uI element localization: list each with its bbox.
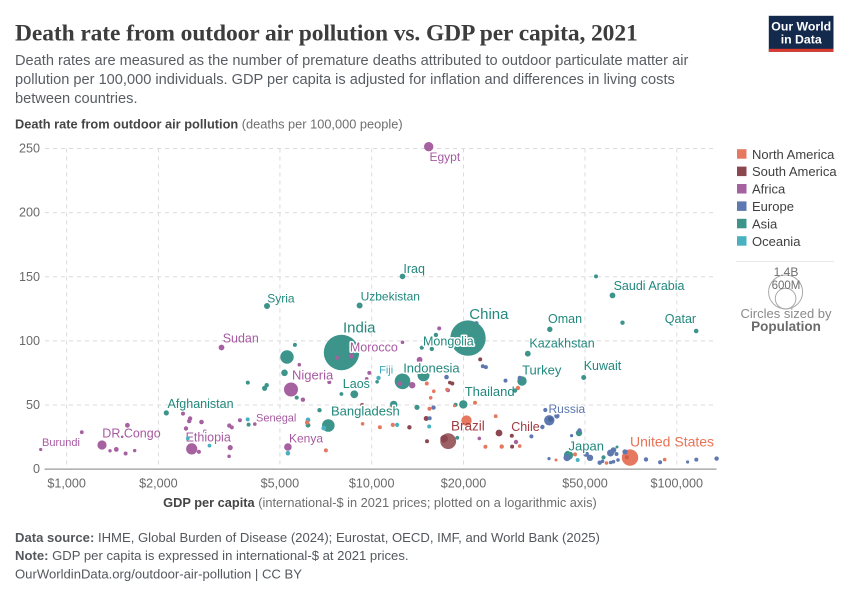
svg-text:in Data: in Data — [781, 32, 822, 46]
svg-text:$2,000: $2,000 — [139, 477, 178, 491]
svg-text:Oman: Oman — [548, 312, 582, 326]
svg-text:Death rates are measured as th: Death rates are measured as the number o… — [15, 53, 688, 69]
svg-text:OurWorldinData.org/outdoor-air: OurWorldinData.org/outdoor-air-pollution… — [15, 566, 302, 581]
svg-text:Ethiopia: Ethiopia — [186, 431, 231, 445]
svg-text:Saudi Arabia: Saudi Arabia — [614, 279, 685, 293]
svg-text:pollution per 100,000 individu: pollution per 100,000 individuals. GDP p… — [15, 72, 675, 88]
svg-text:Death rate from outdoor air po: Death rate from outdoor air pollution vs… — [15, 21, 638, 47]
svg-text:Kazakhstan: Kazakhstan — [529, 336, 594, 350]
svg-text:Population: Population — [751, 319, 821, 334]
svg-text:Europe: Europe — [752, 199, 794, 214]
svg-text:South America: South America — [752, 164, 837, 179]
svg-text:Death rate from outdoor air po: Death rate from outdoor air pollution (d… — [15, 116, 403, 131]
svg-text:$1,000: $1,000 — [47, 477, 86, 491]
svg-text:Nigeria: Nigeria — [292, 368, 334, 383]
svg-text:Brazil: Brazil — [451, 418, 485, 433]
svg-text:Africa: Africa — [752, 182, 786, 197]
svg-text:Afghanistan: Afghanistan — [168, 397, 234, 411]
svg-text:200: 200 — [19, 206, 40, 220]
svg-text:$20,000: $20,000 — [441, 477, 487, 491]
svg-text:Our World: Our World — [771, 20, 831, 34]
svg-text:100: 100 — [19, 334, 40, 348]
svg-text:between countries.: between countries. — [15, 91, 138, 107]
svg-text:250: 250 — [19, 142, 40, 156]
svg-text:Mongolia: Mongolia — [423, 335, 474, 349]
svg-text:Iraq: Iraq — [403, 262, 425, 276]
svg-text:0: 0 — [33, 462, 40, 476]
svg-text:Data source: IHME, Global Burd: Data source: IHME, Global Burden of Dise… — [15, 530, 600, 545]
svg-text:50: 50 — [26, 398, 40, 412]
svg-text:Indonesia: Indonesia — [403, 361, 460, 376]
svg-text:600M: 600M — [772, 280, 801, 292]
svg-text:Sudan: Sudan — [223, 331, 259, 345]
svg-text:$50,000: $50,000 — [562, 477, 608, 491]
svg-text:Japan: Japan — [569, 439, 604, 454]
svg-text:Burundi: Burundi — [42, 437, 80, 449]
svg-text:Kenya: Kenya — [289, 431, 323, 445]
svg-text:United States: United States — [630, 433, 714, 449]
svg-text:Chile: Chile — [511, 420, 540, 434]
svg-text:$5,000: $5,000 — [261, 477, 300, 491]
svg-text:Russia: Russia — [549, 402, 586, 416]
svg-text:Syria: Syria — [267, 291, 295, 305]
svg-text:Kuwait: Kuwait — [584, 359, 622, 373]
svg-text:Fiji: Fiji — [379, 365, 393, 377]
svg-text:Note: GDP per capita is expres: Note: GDP per capita is expressed in int… — [15, 548, 409, 563]
svg-text:Bangladesh: Bangladesh — [331, 404, 400, 419]
svg-text:DR Congo: DR Congo — [102, 427, 160, 441]
svg-text:Egypt: Egypt — [430, 150, 461, 164]
svg-text:Asia: Asia — [752, 216, 778, 231]
svg-text:Laos: Laos — [343, 377, 370, 391]
svg-text:Qatar: Qatar — [665, 312, 696, 326]
svg-text:Thailand: Thailand — [465, 384, 515, 399]
svg-text:India: India — [343, 320, 376, 337]
svg-text:North America: North America — [752, 147, 835, 162]
svg-text:Turkey: Turkey — [522, 362, 562, 377]
svg-text:GDP per capita (international-: GDP per capita (international-$ in 2021 … — [163, 495, 597, 510]
svg-text:Uzbekistan: Uzbekistan — [361, 289, 420, 303]
svg-text:Morocco: Morocco — [350, 340, 398, 354]
svg-text:Circles sized by: Circles sized by — [740, 306, 832, 321]
svg-text:Senegal: Senegal — [256, 412, 296, 424]
svg-text:Oceania: Oceania — [752, 234, 801, 249]
svg-text:$100,000: $100,000 — [651, 477, 704, 491]
svg-text:150: 150 — [19, 270, 40, 284]
svg-text:$10,000: $10,000 — [349, 477, 395, 491]
svg-text:1.4B: 1.4B — [774, 265, 799, 279]
svg-text:China: China — [469, 306, 509, 323]
